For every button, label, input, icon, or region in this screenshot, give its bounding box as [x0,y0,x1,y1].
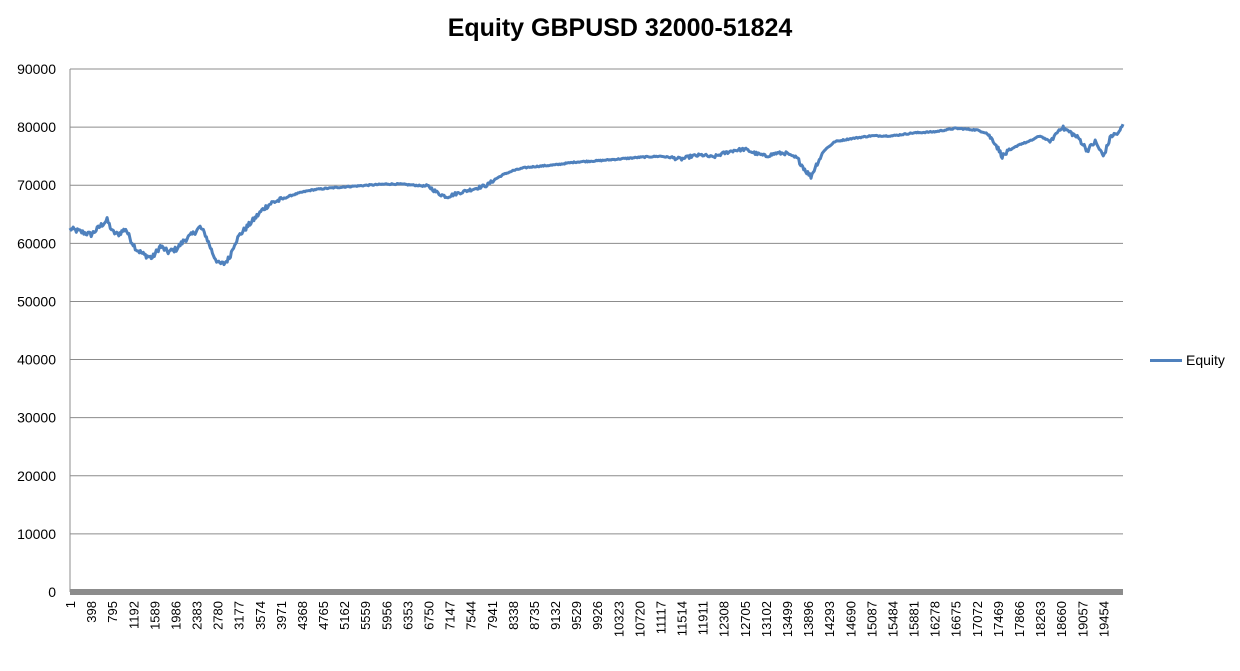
x-tick-label: 15484 [885,601,900,637]
x-tick-label: 19454 [1096,601,1111,637]
x-tick-label: 1192 [126,601,141,629]
y-tick-label: 50000 [17,293,56,309]
x-tick-label: 11911 [696,601,711,635]
y-tick-label: 10000 [17,526,56,542]
x-tick-label: 4368 [295,601,310,630]
x-tick-label: 2780 [211,601,226,630]
x-tick-label: 8338 [506,601,521,630]
x-tick-label: 13102 [759,601,774,637]
x-tick-label: 14690 [843,601,858,637]
chart-title: Equity GBPUSD 32000-51824 [447,14,793,42]
x-tick-label: 9132 [548,601,563,630]
x-tick-label: 18263 [1033,601,1048,637]
x-tick-label: 13896 [801,601,816,637]
x-tick-label: 16675 [949,601,964,637]
x-axis-line [70,589,1123,595]
x-tick-label: 13499 [780,601,795,637]
x-tick-label: 17072 [970,601,985,637]
x-axis: 1 398 795 1192 1589 1986 2383 2780 3177 3574 3971 4… [63,601,1111,637]
x-tick-label: 7544 [464,601,479,630]
x-tick-label: 14293 [822,601,837,637]
x-tick-label: 9529 [569,601,584,630]
x-tick-label: 6750 [422,601,437,630]
legend-swatch-equity [1150,358,1182,362]
legend: Equity [1150,350,1225,370]
y-tick-label: 70000 [17,177,56,193]
x-tick-label: 11117 [653,601,668,634]
y-tick-label: 40000 [17,352,56,368]
y-axis: 0 10000 20000 30000 40000 50000 60000 70000 8000… [17,61,56,600]
x-tick-label: 16278 [928,601,943,637]
x-tick-label: 7941 [485,601,500,630]
x-tick-label: 17469 [991,601,1006,637]
x-tick-label: 10323 [611,601,626,637]
x-tick-label: 2383 [190,601,205,630]
x-tick-label: 5956 [379,601,394,630]
x-tick-label: 19057 [1075,601,1090,637]
x-tick-label: 12705 [738,601,753,637]
x-tick-label: 17866 [1012,601,1027,637]
x-tick-label: 9926 [590,601,605,630]
y-tick-label: 30000 [17,410,56,426]
y-tick-label: 80000 [17,119,56,135]
x-tick-label: 3177 [232,601,247,630]
x-tick-label: 1986 [168,601,183,630]
x-tick-label: 795 [105,601,120,623]
x-tick-label: 4765 [316,601,331,630]
x-tick-label: 15881 [907,601,922,637]
x-tick-label: 3574 [253,601,268,630]
series-line-equity [68,123,1125,267]
x-tick-label: 12308 [717,601,732,637]
y-tick-label: 20000 [17,468,56,484]
x-tick-label: 6353 [400,601,415,630]
x-tick-label: 398 [84,601,99,623]
x-tick-label: 1 [63,601,78,608]
series-layer [68,123,1125,267]
x-tick-label: 1589 [147,601,162,630]
x-tick-label: 8735 [527,601,542,630]
x-tick-label: 5162 [337,601,352,630]
x-tick-label: 3971 [274,601,289,630]
legend-label-equity: Equity [1186,352,1225,368]
y-tick-label: 60000 [17,235,56,251]
x-tick-label: 5559 [358,601,373,630]
x-tick-label: 10720 [632,601,647,637]
x-tick-label: 7147 [443,601,458,630]
y-tick-label: 0 [48,584,56,600]
x-tick-label: 15087 [864,601,879,637]
y-tick-label: 90000 [17,61,56,77]
x-tick-label: 11514 [675,601,690,636]
grid-lines [69,68,1123,595]
x-tick-label: 18660 [1054,601,1069,637]
